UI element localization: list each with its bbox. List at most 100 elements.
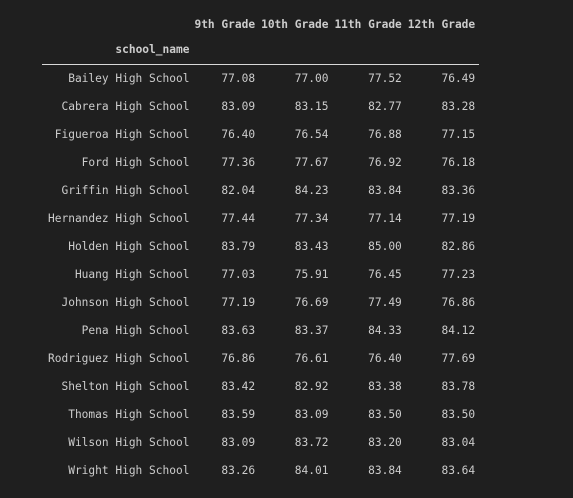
table-cell: 83.84 [368,464,402,477]
table-cell: 77.23 [441,268,476,281]
cell-output: 9th Grade 10th Grade 11th Grade 12th Gra… [42,14,480,486]
table-cell: 83.42 [221,380,256,393]
table-cell: 75.91 [294,268,329,281]
table-cell: 77.52 [368,72,402,85]
table-cell: 83.59 [221,408,256,421]
table-cell: 83.72 [294,436,329,449]
table-cell: 83.20 [368,436,402,449]
table-cell: 77.34 [294,212,329,225]
table-cell: 77.36 [221,156,256,169]
table-row: Griffin High School 82.04 84.23 83.84 83.36 [42,177,479,205]
table-cell: 77.19 [221,296,256,309]
table-cell: 76.88 [368,128,402,141]
table-row: Wilson High School 83.09 83.72 83.20 83.04 [42,429,479,457]
table-cell: 76.40 [368,352,402,365]
row-index-label: Pena High School [81,324,190,337]
table-cell: 83.26 [221,464,256,477]
table-cell: 76.54 [294,128,329,141]
table-cell: 84.01 [294,464,329,477]
row-index-label: Hernandez High School [48,212,190,225]
table-row: Cabrera High School 83.09 83.15 82.77 83.28 [42,93,479,121]
table-header: 9th Grade 10th Grade 11th Grade 12th Gra… [42,14,480,65]
row-index-label: Figueroa High School [54,128,190,141]
table-cell: 83.78 [441,380,476,393]
table-cell: 84.12 [441,324,476,337]
row-index-label: Shelton High School [61,380,190,393]
column-header: 11th Grade [334,18,402,31]
table-row: Hernandez High School 77.44 77.34 77.14 77.1… [42,205,479,233]
row-index-label: Holden High School [68,240,190,253]
table-cell: 83.84 [368,184,402,197]
table-cell: 83.15 [294,100,329,113]
row-index-label: Thomas High School [68,408,190,421]
table-row: Shelton High School 83.42 82.92 83.38 83.78 [42,373,479,401]
table-row: Rodriguez High School 76.86 76.61 76.40 77.6… [42,345,479,373]
table-cell: 76.45 [368,268,402,281]
table-cell: 82.77 [368,100,402,113]
column-header: 10th Grade [261,18,329,31]
table-cell: 77.49 [368,296,402,309]
index-name-header: school_name [42,36,195,65]
table-body: Bailey High School 77.08 77.00 77.52 76.49 Ca… [42,65,479,486]
table-cell: 82.86 [441,240,476,253]
table-cell: 77.69 [441,352,476,365]
table-cell: 76.49 [441,72,476,85]
row-index-label: Wright High School [68,464,190,477]
table-cell: 83.38 [368,380,402,393]
empty-header-cell [194,36,262,65]
table-row: Thomas High School 83.59 83.09 83.50 83.50 [42,401,479,429]
dataframe-table: 9th Grade 10th Grade 11th Grade 12th Gra… [42,14,480,486]
row-index-label: Ford High School [81,156,190,169]
empty-header-cell [407,36,480,65]
table-cell: 85.00 [368,240,402,253]
column-header-row: 9th Grade 10th Grade 11th Grade 12th Gra… [42,14,479,36]
row-index-label: Griffin High School [61,184,190,197]
table-cell: 83.43 [294,240,329,253]
row-index-label: Huang High School [74,268,190,281]
table-row: Huang High School 77.03 75.91 76.45 77.23 [42,261,479,289]
table-row: Ford High School 77.36 77.67 76.92 76.18 [42,149,479,177]
table-cell: 84.33 [368,324,402,337]
table-cell: 83.64 [441,464,476,477]
table-cell: 83.79 [221,240,256,253]
table-cell: 82.04 [221,184,256,197]
table-cell: 76.69 [294,296,329,309]
table-row: Bailey High School 77.08 77.00 77.52 76.49 [42,65,479,94]
column-header: 12th Grade [407,18,476,31]
table-cell: 77.19 [441,212,476,225]
table-row: Figueroa High School 76.40 76.54 76.88 77.15 [42,121,479,149]
row-index-label: Rodriguez High School [48,352,190,365]
column-header: 9th Grade [194,18,256,31]
table-cell: 83.63 [221,324,256,337]
table-cell: 83.50 [368,408,402,421]
row-index-label: Johnson High School [61,296,190,309]
table-row: Johnson High School 77.19 76.69 77.49 76.86 [42,289,479,317]
table-cell: 76.86 [441,296,476,309]
table-cell: 77.15 [441,128,476,141]
empty-header-cell [261,36,335,65]
table-cell: 83.28 [441,100,476,113]
table-cell: 77.67 [294,156,329,169]
table-cell: 83.36 [441,184,476,197]
row-index-label: Bailey High School [68,72,190,85]
table-row: Wright High School 83.26 84.01 83.84 83.64 [42,457,479,485]
row-index-label: Wilson High School [68,436,190,449]
table-cell: 83.09 [221,100,256,113]
table-row: Pena High School 83.63 83.37 84.33 84.12 [42,317,479,345]
table-row: Holden High School 83.79 83.43 85.00 82.86 [42,233,479,261]
table-cell: 83.37 [294,324,329,337]
index-header-row: school_name [42,36,480,65]
table-cell: 83.09 [294,408,329,421]
table-cell: 77.08 [221,72,256,85]
table-cell: 83.04 [441,436,476,449]
table-cell: 76.92 [368,156,402,169]
table-cell: 83.50 [441,408,476,421]
table-cell: 84.23 [294,184,329,197]
table-cell: 77.14 [368,212,402,225]
header-corner [42,14,194,36]
table-cell: 77.03 [221,268,256,281]
table-cell: 77.00 [294,72,329,85]
table-cell: 76.40 [221,128,256,141]
table-cell: 76.86 [221,352,256,365]
table-cell: 76.61 [294,352,329,365]
